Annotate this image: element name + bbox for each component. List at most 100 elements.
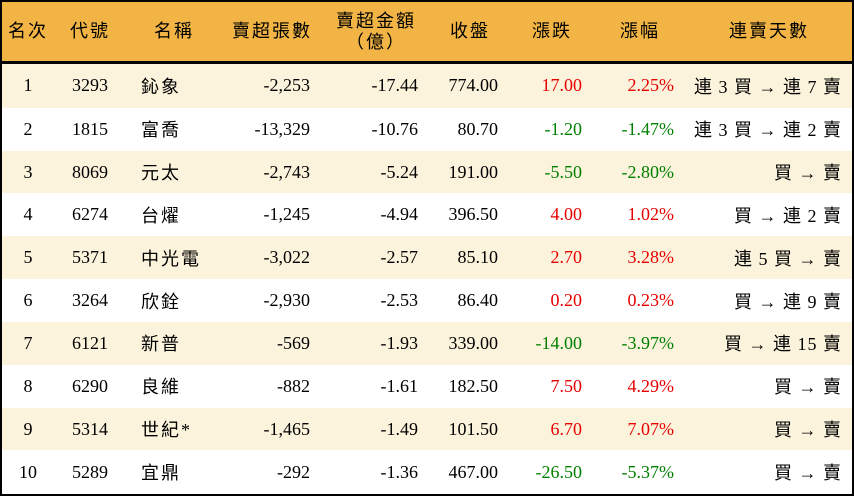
cell-close: 101.50: [448, 418, 499, 439]
cell-code: 3293: [72, 75, 108, 96]
cell-name: 鈊象: [141, 76, 181, 97]
cell-streak: 買 → 連 9 賣: [734, 291, 842, 312]
cell-code: 8069: [72, 161, 108, 182]
cell-change: 7.50: [550, 375, 583, 396]
cell-code: 5371: [72, 247, 108, 268]
table-row: 4 6274 台燿 -1,245 -4.94 396.50 4.00 1.02% 買 → 連 2…: [1, 193, 853, 237]
column-header-label-line1: 賣超金額: [336, 10, 416, 31]
cell-name: 中光電: [141, 248, 201, 269]
cell-change: 6.70: [550, 418, 583, 439]
column-header-rank: 名次: [1, 1, 54, 64]
cell-name: 元太: [141, 163, 181, 184]
table-row: 7 6121 新普 -569 -1.93 339.00 -14.00 -3.97% 買 → 連 …: [1, 321, 853, 365]
cell-rank: 5: [23, 247, 33, 268]
table-row: 8 6290 良維 -882 -1.61 182.50 7.50 4.29% 買 → 賣: [1, 364, 853, 408]
header-row: 名次 代號 名稱 賣超張數 賣超金額 （億） 收盤 漲跌 漲幅 連賣天數: [1, 1, 853, 64]
cell-streak: 連 5 買 → 賣: [734, 248, 842, 269]
cell-code: 1815: [72, 118, 108, 139]
table-body: 1 3293 鈊象 -2,253 -17.44 774.00 17.00 2.25% 連 3 買…: [1, 62, 853, 495]
cell-change_pct: 0.23%: [627, 290, 675, 311]
cell-streak: 買 → 賣: [774, 163, 842, 184]
table-header: 名次 代號 名稱 賣超張數 賣超金額 （億） 收盤 漲跌 漲幅 連賣天數: [1, 1, 853, 64]
cell-close: 774.00: [448, 75, 499, 96]
cell-close: 85.10: [457, 247, 499, 268]
cell-change_pct: -2.80%: [621, 161, 675, 182]
cell-code: 5314: [72, 418, 108, 439]
cell-sell_amount: -17.44: [371, 75, 419, 96]
cell-sell_volume: -13,329: [254, 118, 311, 139]
cell-code: 3264: [72, 290, 108, 311]
cell-change_pct: 4.29%: [627, 375, 675, 396]
table-row: 1 3293 鈊象 -2,253 -17.44 774.00 17.00 2.25% 連 3 買…: [1, 62, 853, 108]
cell-sell_volume: -1,465: [263, 418, 311, 439]
cell-change_pct: 7.07%: [627, 418, 675, 439]
cell-rank: 1: [23, 75, 33, 96]
cell-sell_volume: -2,743: [263, 161, 311, 182]
cell-close: 339.00: [448, 332, 499, 353]
cell-change: -1.20: [544, 118, 583, 139]
cell-change: -26.50: [535, 461, 583, 482]
cell-name: 良維: [141, 377, 181, 398]
cell-sell_volume: -292: [277, 461, 310, 482]
cell-sell_amount: -5.24: [380, 161, 419, 182]
cell-streak: 買 → 賣: [774, 377, 842, 398]
table-row: 9 5314 世紀* -1,465 -1.49 101.50 6.70 7.07% 買 → 賣: [1, 407, 853, 451]
cell-change: 2.70: [550, 247, 583, 268]
table-row: 6 3264 欣銓 -2,930 -2.53 86.40 0.20 0.23% 買 → 連 9 …: [1, 279, 853, 322]
cell-change: -14.00: [535, 332, 583, 353]
cell-change_pct: 2.25%: [627, 75, 675, 96]
cell-sell_volume: -2,253: [263, 75, 311, 96]
cell-sell_volume: -882: [277, 375, 310, 396]
cell-change: 17.00: [541, 75, 583, 96]
column-header-label-line2: （億）: [346, 31, 406, 52]
column-header-code: 代號: [54, 1, 126, 64]
cell-change: -5.50: [544, 161, 583, 182]
cell-name: 富喬: [141, 120, 181, 141]
cell-rank: 8: [23, 375, 33, 396]
cell-name: 宜鼎: [141, 463, 181, 484]
cell-streak: 買 → 連 15 賣: [724, 334, 842, 355]
cell-sell_amount: -1.93: [380, 332, 419, 353]
cell-change_pct: -3.97%: [621, 332, 675, 353]
cell-sell_volume: -2,930: [263, 290, 311, 311]
cell-streak: 買 → 賣: [774, 463, 842, 484]
cell-code: 6290: [72, 375, 108, 396]
cell-sell_amount: -1.49: [380, 418, 419, 439]
cell-name: 欣銓: [141, 291, 181, 312]
table-row: 2 1815 富喬 -13,329 -10.76 80.70 -1.20 -1.47% 連 3 …: [1, 107, 853, 151]
cell-streak: 買 → 賣: [774, 420, 842, 440]
cell-rank: 9: [23, 418, 33, 439]
cell-change: 0.20: [550, 290, 583, 311]
cell-name: 台燿: [141, 205, 181, 226]
column-header-close: 收盤: [430, 1, 510, 64]
table-row: 3 8069 元太 -2,743 -5.24 191.00 -5.50 -2.80% 買 → 賣: [1, 150, 853, 194]
column-header-sell_amount: 賣超金額 （億）: [322, 1, 430, 64]
cell-close: 80.70: [457, 118, 499, 139]
cell-change_pct: 1.02%: [627, 204, 675, 225]
cell-rank: 2: [23, 118, 33, 139]
cell-sell_amount: -10.76: [371, 118, 419, 139]
cell-sell_amount: -2.53: [380, 290, 419, 311]
cell-rank: 6: [23, 290, 33, 311]
cell-close: 467.00: [448, 461, 499, 482]
cell-close: 396.50: [448, 204, 499, 225]
cell-change_pct: 3.28%: [627, 247, 675, 268]
cell-streak: 連 3 買 → 連 2 賣: [694, 120, 842, 141]
cell-sell_amount: -1.61: [380, 375, 419, 396]
cell-close: 86.40: [457, 290, 499, 311]
cell-name: 世紀*: [141, 420, 192, 440]
cell-sell_amount: -1.36: [380, 461, 419, 482]
table-row: 10 5289 宜鼎 -292 -1.36 467.00 -26.50 -5.37% 買 → 賣: [1, 450, 853, 495]
cell-code: 5289: [72, 461, 108, 482]
column-header-sell_volume: 賣超張數: [222, 1, 322, 64]
column-header-change: 漲跌: [510, 1, 594, 64]
cell-streak: 買 → 連 2 賣: [734, 205, 842, 226]
column-header-streak: 連賣天數: [686, 1, 853, 64]
cell-sell_volume: -1,245: [263, 204, 311, 225]
cell-code: 6121: [72, 332, 108, 353]
cell-code: 6274: [72, 204, 108, 225]
cell-sell_amount: -4.94: [380, 204, 419, 225]
cell-change_pct: -5.37%: [621, 461, 675, 482]
